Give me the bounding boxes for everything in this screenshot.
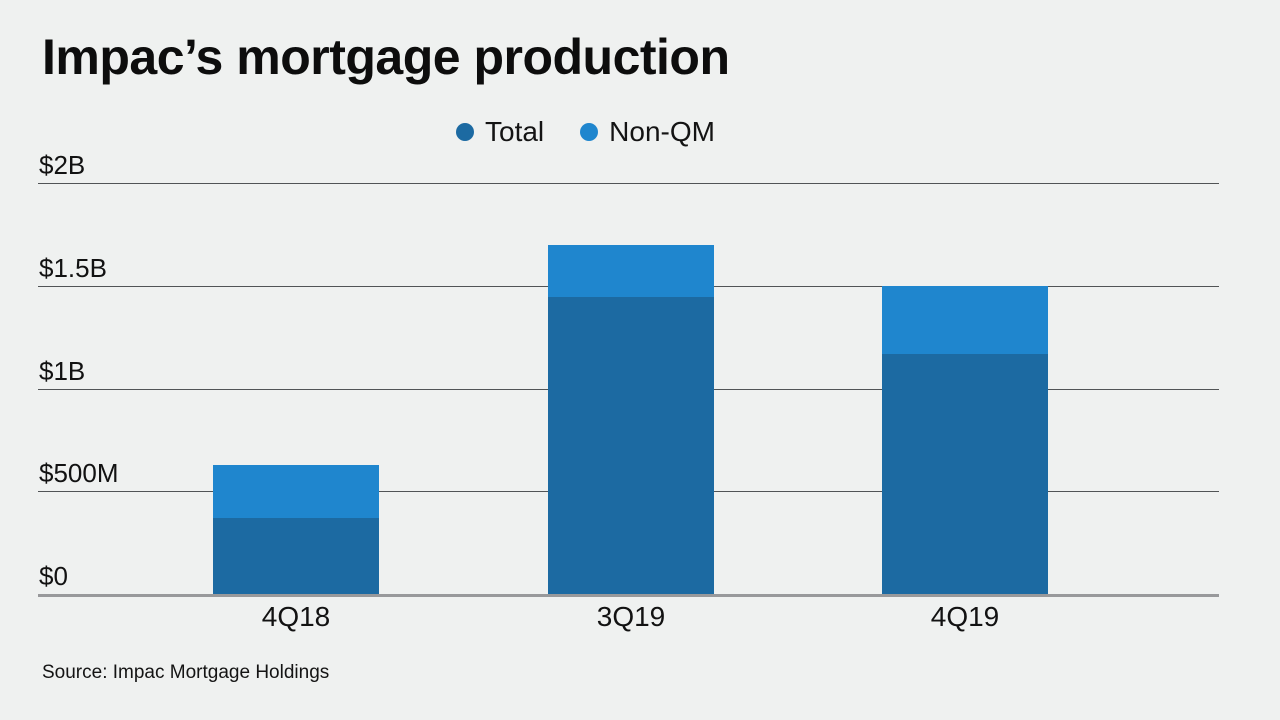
- y-tick-label: $0: [39, 561, 68, 591]
- legend-dot-non-qm-icon: [580, 123, 599, 141]
- legend-item-total: Total: [456, 116, 544, 148]
- x-tick-label-3Q19: 3Q19: [596, 601, 666, 632]
- y-tick-label: $500M: [39, 458, 119, 489]
- y-tick-label: $1.5B: [39, 252, 107, 283]
- source-note: Source: Impac Mortgage Holdings: [42, 662, 330, 683]
- legend-label-total: Total: [485, 116, 545, 147]
- bar-4Q18: [213, 464, 379, 594]
- chart-title: Impac’s mortgage production: [42, 29, 730, 85]
- legend-label-non-qm: Non-QM: [609, 116, 715, 147]
- bar-4Q19: [882, 285, 1048, 594]
- x-tick-label-4Q18: 4Q18: [261, 601, 331, 632]
- bar-segment-non-qm-3Q19: [548, 244, 714, 298]
- x-tick-label-4Q19: 4Q19: [930, 601, 1000, 632]
- gridline-$2B: [38, 183, 1219, 184]
- y-tick-label: $1B: [39, 355, 86, 386]
- bar-segment-non-qm-4Q19: [882, 285, 1048, 354]
- bar-3Q19: [548, 244, 714, 594]
- chart-legend: Total Non-QM: [456, 116, 715, 148]
- y-tick-label: $2B: [39, 150, 86, 180]
- legend-dot-total-icon: [456, 123, 474, 141]
- bar-segment-non-qm-4Q18: [213, 464, 379, 518]
- x-axis-baseline: [38, 594, 1219, 597]
- legend-item-non-qm: Non-QM: [580, 116, 715, 148]
